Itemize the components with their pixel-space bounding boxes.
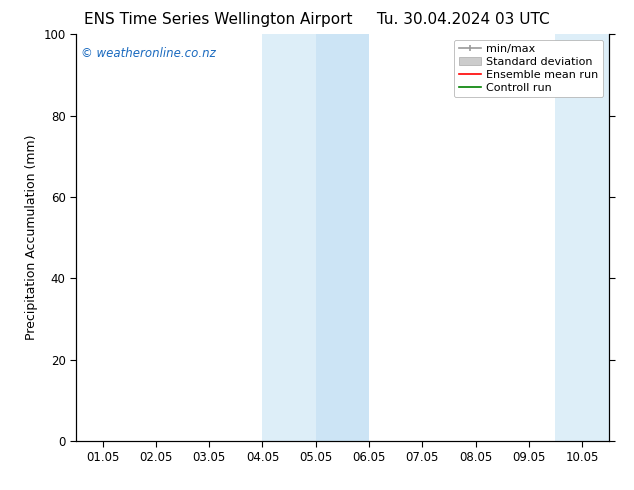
Text: © weatheronline.co.nz: © weatheronline.co.nz: [81, 47, 216, 59]
Bar: [555, 34, 609, 441]
Legend: min/max, Standard deviation, Ensemble mean run, Controll run: min/max, Standard deviation, Ensemble me…: [454, 40, 603, 97]
Y-axis label: Precipitation Accumulation (mm): Precipitation Accumulation (mm): [25, 135, 38, 341]
Text: ENS Time Series Wellington Airport     Tu. 30.04.2024 03 UTC: ENS Time Series Wellington Airport Tu. 3…: [84, 12, 550, 27]
Bar: [262, 34, 316, 441]
Bar: [316, 34, 369, 441]
